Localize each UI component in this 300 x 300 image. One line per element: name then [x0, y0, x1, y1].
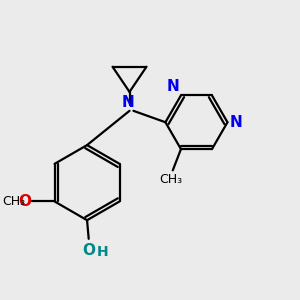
- Text: N: N: [122, 95, 134, 110]
- Text: N: N: [167, 79, 179, 94]
- Text: O: O: [82, 243, 95, 258]
- Text: CH₃: CH₃: [160, 173, 183, 186]
- Text: O: O: [18, 194, 31, 208]
- Text: H: H: [97, 245, 108, 259]
- Text: N: N: [230, 115, 243, 130]
- Text: CH₃: CH₃: [2, 195, 26, 208]
